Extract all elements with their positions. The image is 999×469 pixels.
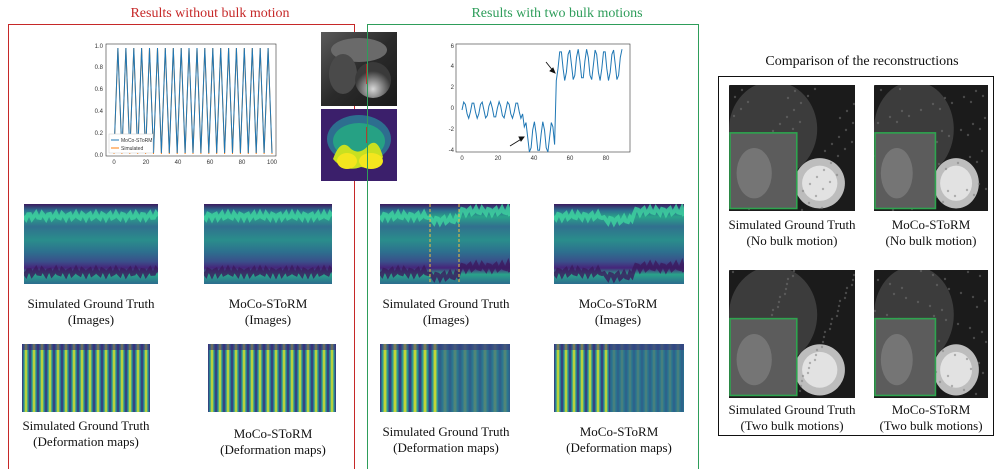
caption-line: (Images) bbox=[594, 312, 642, 327]
left-legend: MoCo-SToRM Simulated bbox=[108, 133, 154, 154]
left-panel-title: Results without bulk motion bbox=[130, 6, 290, 21]
wave-band bbox=[204, 264, 332, 280]
wave-band bbox=[554, 204, 684, 228]
left-xtick-label: 40 bbox=[175, 160, 182, 166]
caption-line: Simulated Ground Truth bbox=[22, 418, 150, 433]
mid-moco-deform-plot bbox=[554, 344, 684, 412]
wave-band bbox=[380, 204, 510, 228]
left-xtick-label: 0 bbox=[112, 160, 116, 166]
mid-ytick-label: 0 bbox=[451, 106, 455, 112]
caption-line: MoCo-SToRM bbox=[233, 426, 313, 441]
right-gt-no-caption: Simulated Ground Truth (No bulk motion) bbox=[707, 217, 877, 249]
caption-line: MoCo-SToRM bbox=[228, 296, 308, 311]
left-moco-deform-plot bbox=[208, 344, 336, 412]
series-moco-line bbox=[113, 47, 273, 154]
right-recon-gt-no bbox=[729, 85, 855, 211]
left-xtick-label: 100 bbox=[267, 160, 278, 166]
deformation-field-thumbnail bbox=[321, 109, 397, 181]
series-bulk-motion-line bbox=[461, 49, 623, 153]
left-ytick-label: 0.0 bbox=[95, 153, 104, 159]
mid-ytick-label: -2 bbox=[449, 127, 455, 133]
mid-ytick-label: 6 bbox=[451, 44, 455, 50]
mri-slice-thumbnail bbox=[321, 32, 397, 106]
caption-line: Simulated Ground Truth bbox=[728, 402, 856, 417]
mid-moco-images-plot bbox=[554, 204, 684, 284]
left-moco-deform-caption: MoCo-SToRM (Deformation maps) bbox=[188, 426, 358, 458]
caption-line: (Deformation maps) bbox=[33, 434, 139, 449]
caption-line: (Deformation maps) bbox=[220, 442, 326, 457]
bulk-motion-arrows bbox=[509, 61, 556, 147]
left-moco-images-plot bbox=[204, 204, 332, 284]
left-gt-images-plot bbox=[24, 204, 158, 284]
mid-xtick-label: 20 bbox=[495, 156, 502, 162]
caption-line: (Images) bbox=[422, 312, 470, 327]
left-panel-frame bbox=[8, 24, 355, 469]
mid-ytick-label: -4 bbox=[449, 148, 455, 154]
mid-xtick-label: 80 bbox=[603, 156, 610, 162]
left-ytick-label: 0.8 bbox=[95, 65, 104, 71]
wave-band bbox=[204, 208, 332, 224]
caption-line: (No bulk motion) bbox=[746, 233, 838, 248]
left-ytick-label: 0.2 bbox=[95, 131, 104, 137]
right-gt-two-caption: Simulated Ground Truth (Two bulk motions… bbox=[707, 402, 877, 434]
caption-line: MoCo-SToRM bbox=[578, 296, 658, 311]
caption-line: Simulated Ground Truth bbox=[728, 217, 856, 232]
mid-gt-images-plot bbox=[380, 204, 510, 284]
caption-line: MoCo-SToRM bbox=[891, 402, 971, 417]
caption-line: (Images) bbox=[244, 312, 292, 327]
left-ytick-label: 0.4 bbox=[95, 109, 104, 115]
left-xtick-label: 80 bbox=[239, 160, 246, 166]
mid-xtick-label: 0 bbox=[460, 156, 464, 162]
caption-line: (Images) bbox=[67, 312, 115, 327]
wave-band bbox=[380, 257, 510, 284]
mid-moco-deform-caption: MoCo-SToRM (Deformation maps) bbox=[534, 424, 704, 456]
mid-gt-deform-plot bbox=[380, 344, 510, 412]
mid-xtick-label: 40 bbox=[531, 156, 538, 162]
right-recon-gt-two bbox=[729, 270, 855, 398]
caption-line: (Two bulk motions) bbox=[879, 418, 983, 433]
caption-line: (No bulk motion) bbox=[885, 233, 977, 248]
left-moco-images-caption: MoCo-SToRM (Images) bbox=[183, 296, 353, 328]
left-ytick-label: 1.0 bbox=[95, 44, 104, 50]
mid-moco-images-caption: MoCo-SToRM (Images) bbox=[533, 296, 703, 328]
right-moco-no-caption: MoCo-SToRM (No bulk motion) bbox=[846, 217, 999, 249]
wave-band bbox=[24, 264, 158, 280]
caption-line: Simulated Ground Truth bbox=[27, 296, 155, 311]
left-gt-deform-caption: Simulated Ground Truth (Deformation maps… bbox=[1, 418, 171, 450]
left-gt-images-caption: Simulated Ground Truth (Images) bbox=[6, 296, 176, 328]
wave-band bbox=[554, 257, 684, 284]
left-legend-sim: Simulated bbox=[121, 146, 143, 152]
left-gt-deform-plot bbox=[22, 344, 150, 412]
left-signal-chart: 0.0 0.2 0.4 0.6 0.8 1.0 0 20 40 60 80 10… bbox=[95, 43, 278, 166]
caption-line: (Two bulk motions) bbox=[740, 418, 844, 433]
mid-gt-deform-caption: Simulated Ground Truth (Deformation maps… bbox=[361, 424, 531, 456]
caption-line: (Deformation maps) bbox=[566, 440, 672, 455]
right-recon-moco-two bbox=[874, 270, 988, 398]
mid-xtick-label: 60 bbox=[567, 156, 574, 162]
mid-ytick-label: 4 bbox=[451, 64, 455, 70]
middle-panel-title: Results with two bulk motions bbox=[471, 6, 643, 21]
right-panel-title: Comparison of the reconstructions bbox=[765, 54, 959, 69]
caption-line: (Deformation maps) bbox=[393, 440, 499, 455]
wave-band bbox=[24, 208, 158, 224]
caption-line: Simulated Ground Truth bbox=[382, 424, 510, 439]
right-recon-moco-no bbox=[874, 85, 988, 211]
mid-gt-images-caption: Simulated Ground Truth (Images) bbox=[361, 296, 531, 328]
right-moco-two-caption: MoCo-SToRM (Two bulk motions) bbox=[846, 402, 999, 434]
caption-line: MoCo-SToRM bbox=[891, 217, 971, 232]
right-panel-frame bbox=[718, 76, 994, 436]
left-xtick-label: 60 bbox=[207, 160, 214, 166]
left-xtick-label: 20 bbox=[143, 160, 150, 166]
mid-ytick-label: 2 bbox=[451, 85, 455, 91]
caption-line: MoCo-SToRM bbox=[579, 424, 659, 439]
middle-signal-chart: -4 -2 0 2 4 6 0 20 40 60 80 bbox=[449, 43, 631, 162]
caption-line: Simulated Ground Truth bbox=[382, 296, 510, 311]
left-ytick-label: 0.6 bbox=[95, 87, 104, 93]
middle-panel-frame bbox=[367, 24, 699, 469]
left-legend-moco: MoCo-SToRM bbox=[121, 138, 152, 144]
